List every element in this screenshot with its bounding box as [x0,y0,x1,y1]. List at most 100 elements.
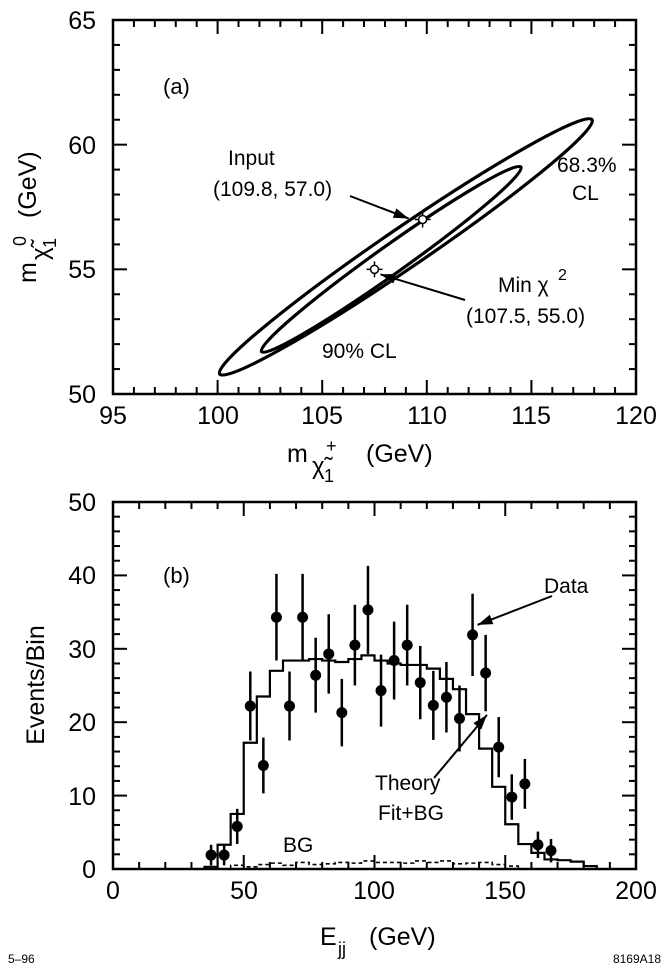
data-point [453,685,465,752]
contour-68-percent [259,164,523,354]
data-marker [244,700,256,712]
b-bg-label: BG [283,834,313,857]
panel-b-arrows [433,595,553,779]
data-point [401,604,413,686]
data-marker [440,691,452,703]
data-point [218,844,230,866]
data-marker [467,629,479,641]
b-xtick-label: 200 [615,877,657,905]
chi-superscript: + [326,436,337,456]
data-marker [270,611,282,623]
data-marker [480,667,492,679]
data-point [257,737,269,794]
b-ytick-label: 0 [82,856,96,884]
data-point [310,637,322,713]
svg-text:1: 1 [40,238,60,248]
a-xtick-label: 100 [197,402,239,430]
b-xlabel-subscript: jj [337,939,346,959]
data-marker [545,845,557,857]
data-marker [284,700,296,712]
data-marker [323,648,335,660]
svg-text:(GeV): (GeV) [366,440,433,468]
data-point [336,678,348,747]
data-marker [453,713,465,725]
input-arrow [349,195,409,220]
b-theory-label-2: Fit+BG [378,802,444,825]
theory-arrow-head [473,714,487,730]
b-ytick-label: 40 [68,562,96,590]
data-point [519,758,531,809]
panel-a-arrows [349,195,466,301]
theory-step-line [203,654,598,869]
chi-subscript: 1 [324,466,334,486]
contour-90-percent [217,117,595,377]
b-xtick-label: 150 [484,877,526,905]
input-arrow-head [392,208,409,219]
b-data-label: Data [544,575,589,598]
data-arrow [477,595,553,626]
panel-b: 0 50 100 150 200 0 10 20 30 40 50 E jj (… [22,489,657,959]
a-ytick-label: 65 [68,7,96,35]
b-y-axis-label: Events/Bin [22,625,50,745]
svg-text:m: m [14,262,42,283]
a-xtick-label: 120 [615,402,657,430]
data-marker [218,849,230,861]
data-point [375,654,387,727]
panel-a-frame [111,18,638,396]
data-point [349,604,361,686]
a-min-chi2-coords: (107.5, 55.0) [466,305,585,328]
data-point [440,662,452,733]
data-point [362,565,374,654]
b-ytick-label: 50 [68,489,96,517]
data-marker [401,639,413,651]
b-ytick-label: 30 [68,636,96,664]
data-point [388,621,400,700]
data-points [205,565,557,866]
data-point [205,844,217,866]
a-min-chi2-label: Min χ [498,274,549,297]
b-xtick-label: 50 [230,877,258,905]
b-ytick-label: 10 [68,783,96,811]
a-ytick-label: 50 [68,381,96,409]
b-xtick-label: 0 [106,877,120,905]
footer-right: 8169A18 [613,952,661,966]
a-min-chi2-superscript: 2 [558,267,567,284]
a-contour-90-label: 90% CL [322,340,397,363]
a-panel-tag: (a) [163,74,190,99]
data-point [231,808,243,845]
svg-text:(GeV): (GeV) [14,151,42,218]
data-point [284,671,296,741]
a-contour-68-label: 68.3% [557,154,617,177]
data-marker [205,849,217,861]
b-ytick-label: 20 [68,709,96,737]
b-xlabel-main: E [320,923,337,951]
data-point [480,634,492,712]
background-histogram [229,860,520,869]
svg-text:0: 0 [10,236,30,246]
b-panel-tag: (b) [163,563,190,588]
a-xtick-label: 115 [511,402,551,430]
min-chi2-arrow [380,273,466,301]
panel-b-frame [111,500,638,871]
svg-text:m: m [287,440,308,468]
a-ytick-label: 55 [68,256,96,284]
theory-arrow [433,714,488,779]
data-marker [297,611,309,623]
background-step-line [229,860,520,869]
data-marker [414,677,426,689]
data-point [506,774,518,820]
data-marker [427,699,439,711]
data-point [532,831,544,858]
b-xtick-label: 100 [353,877,395,905]
data-point [467,593,479,676]
panel-a-ticks [112,19,637,395]
a-xtick-label: 105 [301,402,343,430]
theory-histogram [203,654,598,869]
a-input-coords: (109.8, 57.0) [213,178,332,201]
data-marker [532,839,544,851]
a-xtick-label: 110 [407,402,447,430]
data-marker [506,791,518,803]
data-marker [519,778,531,790]
data-marker [336,707,348,719]
footer-left: 5–96 [8,952,35,966]
